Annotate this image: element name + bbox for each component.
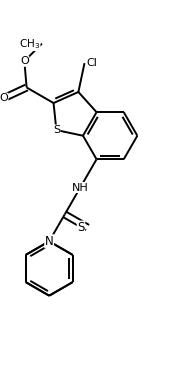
Text: Cl: Cl bbox=[86, 58, 97, 68]
Text: NH: NH bbox=[72, 183, 89, 193]
Text: O: O bbox=[20, 56, 29, 66]
Text: N: N bbox=[45, 235, 54, 248]
Text: O: O bbox=[0, 93, 8, 103]
Text: S: S bbox=[77, 221, 85, 234]
Text: CH$_3$: CH$_3$ bbox=[19, 37, 40, 51]
Text: S: S bbox=[53, 125, 60, 135]
